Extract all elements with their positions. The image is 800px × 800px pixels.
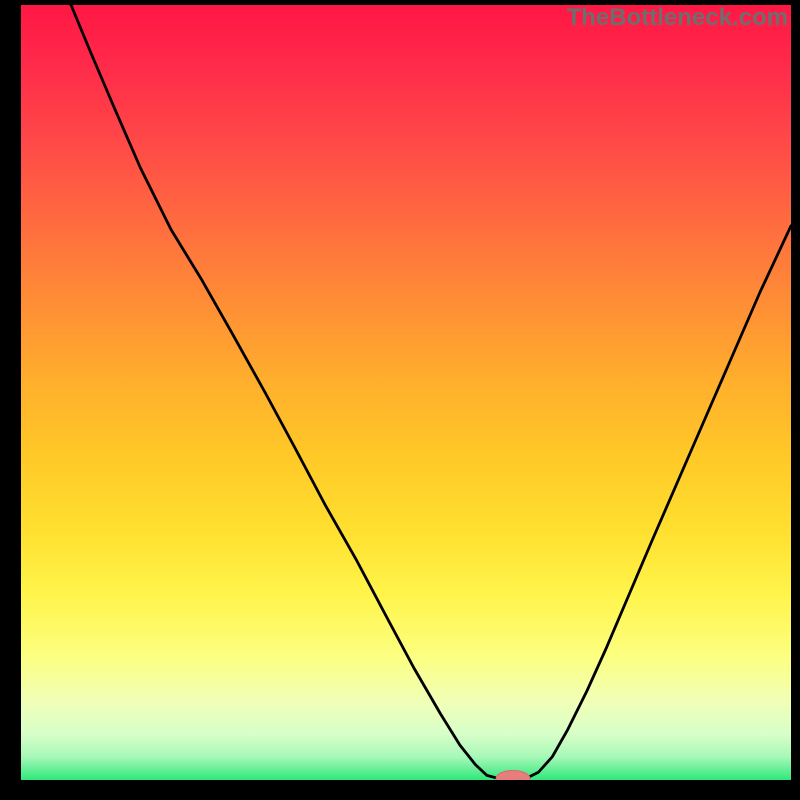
- curve-layer: [21, 5, 791, 780]
- watermark-text: TheBottleneck.com: [567, 4, 788, 32]
- plot-area: [21, 5, 791, 780]
- chart-container: TheBottleneck.com: [0, 0, 800, 800]
- optimal-marker: [496, 770, 530, 780]
- bottleneck-curve: [71, 5, 791, 778]
